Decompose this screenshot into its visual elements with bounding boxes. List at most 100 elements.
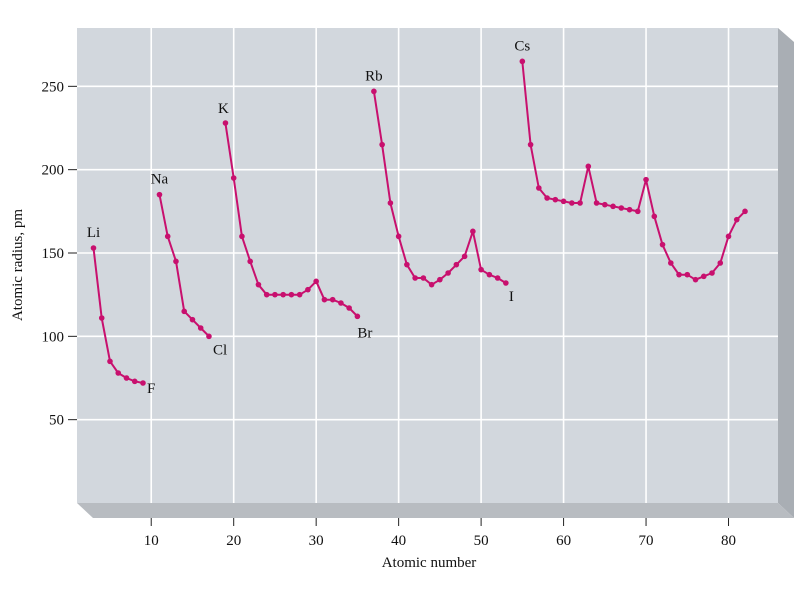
- data-point: [313, 278, 319, 285]
- element-label: Rb: [365, 68, 383, 84]
- data-point: [635, 208, 641, 215]
- data-point: [733, 216, 740, 223]
- data-point: [585, 163, 592, 170]
- data-point: [420, 275, 427, 281]
- y-tick-label: 50: [49, 413, 64, 429]
- data-point: [742, 208, 748, 215]
- element-labels: Li F Na Cl K Br Rb I Cs: [87, 38, 531, 397]
- data-point: [717, 260, 724, 266]
- data-point: [98, 315, 105, 321]
- data-point: [395, 233, 402, 240]
- data-point: [478, 266, 484, 273]
- data-point: [272, 291, 278, 298]
- data-point: [354, 313, 361, 320]
- chart-shelf-right: [778, 28, 794, 518]
- data-point: [470, 228, 476, 235]
- element-label: Br: [357, 325, 372, 341]
- element-label: F: [147, 381, 155, 397]
- data-point: [296, 291, 303, 298]
- x-tick-label: 10: [144, 533, 159, 549]
- data-point: [684, 271, 691, 278]
- data-point: [494, 275, 501, 281]
- data-point: [593, 200, 600, 206]
- data-point: [453, 261, 460, 268]
- element-label: K: [218, 101, 229, 117]
- data-point: [131, 378, 138, 385]
- x-tick-label: 30: [309, 533, 324, 549]
- data-point: [577, 200, 583, 206]
- x-tick-label: 70: [639, 533, 654, 549]
- data-point: [569, 200, 575, 206]
- data-point: [560, 198, 567, 205]
- x-axis-title: Atomic number: [382, 555, 477, 571]
- x-tick-label: 80: [721, 533, 736, 549]
- data-point: [725, 233, 732, 240]
- element-label: Li: [87, 225, 100, 241]
- data-point: [206, 333, 212, 340]
- data-point: [461, 253, 468, 260]
- element-label: Na: [151, 172, 169, 188]
- data-point: [445, 270, 451, 276]
- data-point: [305, 286, 311, 293]
- data-point: [164, 233, 171, 240]
- data-point: [338, 300, 344, 306]
- data-point: [676, 271, 682, 278]
- data-point: [107, 358, 113, 365]
- data-point: [404, 261, 410, 268]
- chart-shelf-bottom: [77, 503, 794, 518]
- data-point: [280, 291, 286, 298]
- y-tick-label: 250: [42, 79, 65, 95]
- y-tick-labels: 50 100 150 200 250: [42, 79, 77, 429]
- data-point: [412, 275, 418, 281]
- data-point: [709, 270, 715, 276]
- data-point: [247, 258, 253, 265]
- data-point: [181, 308, 188, 315]
- plot-area: [77, 28, 778, 503]
- x-tick-label: 20: [226, 533, 241, 549]
- data-point: [503, 280, 509, 286]
- data-point: [552, 196, 559, 203]
- data-point: [544, 195, 550, 201]
- data-point: [618, 205, 625, 211]
- y-tick-label: 200: [42, 163, 65, 179]
- element-label: I: [509, 289, 514, 305]
- x-tick-labels: 10 20 30 40 50 60 70 80: [144, 518, 736, 549]
- x-tick-label: 60: [556, 533, 571, 549]
- data-point: [643, 176, 649, 183]
- data-point: [346, 305, 352, 311]
- data-point: [156, 191, 163, 198]
- data-point: [659, 241, 666, 248]
- element-label: Cl: [213, 342, 227, 358]
- data-point: [371, 88, 377, 95]
- x-tick-label: 50: [474, 533, 489, 549]
- data-point: [263, 291, 270, 298]
- data-point: [387, 200, 394, 206]
- data-point: [692, 276, 699, 283]
- x-tick-label: 40: [391, 533, 406, 549]
- data-point: [222, 120, 229, 126]
- data-point: [486, 271, 493, 278]
- data-point: [602, 201, 608, 208]
- data-point: [140, 380, 146, 386]
- data-point: [321, 296, 328, 303]
- data-point: [90, 245, 97, 251]
- data-point: [173, 258, 179, 265]
- data-point: [437, 276, 443, 283]
- data-point: [239, 233, 245, 240]
- y-tick-label: 150: [42, 246, 65, 262]
- data-point: [536, 185, 542, 191]
- data-point: [428, 281, 435, 288]
- data-point: [626, 206, 633, 213]
- data-points: [90, 58, 748, 386]
- data-point: [197, 325, 204, 331]
- data-point: [115, 370, 122, 376]
- data-point: [288, 291, 295, 298]
- data-point: [230, 175, 237, 181]
- series-line-5: [521, 61, 746, 281]
- data-point: [519, 58, 526, 65]
- data-point: [329, 296, 336, 303]
- data-point: [700, 273, 707, 280]
- data-point: [651, 213, 658, 220]
- data-point: [123, 375, 130, 381]
